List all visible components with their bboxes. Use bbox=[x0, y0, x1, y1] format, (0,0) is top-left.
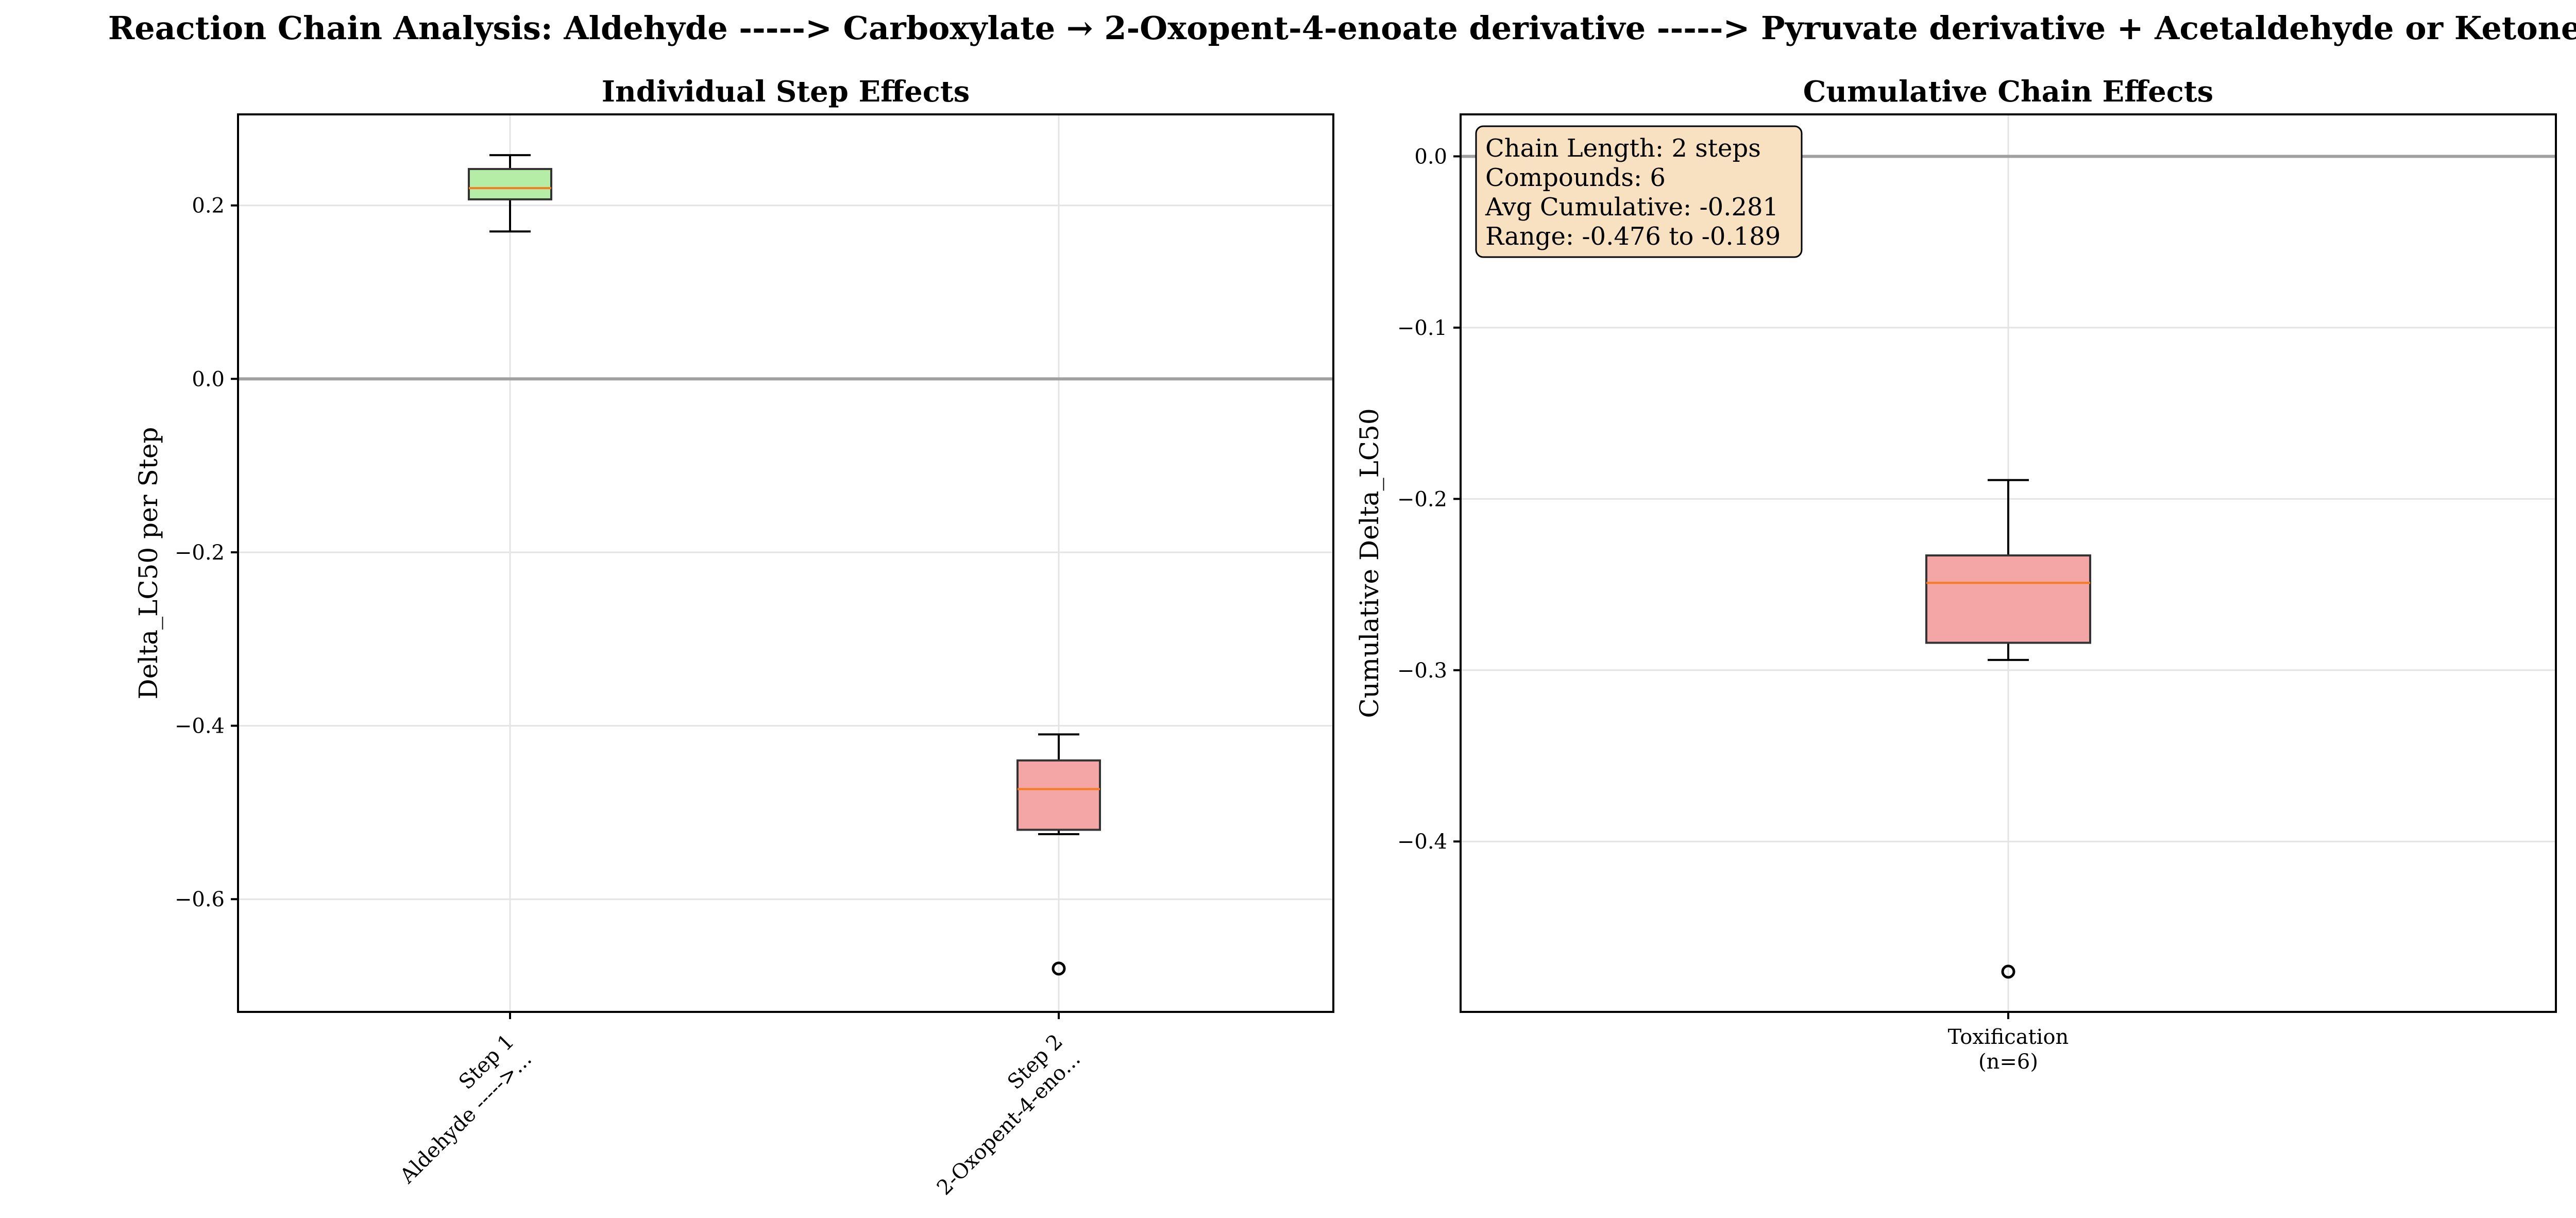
y-tick-label: 0.0 bbox=[1414, 145, 1447, 168]
y-axis-label: Cumulative Delta_LC50 bbox=[1354, 408, 1384, 718]
outlier-point bbox=[1052, 961, 1066, 976]
panel-title: Individual Step Effects bbox=[602, 75, 970, 109]
box-1 bbox=[1925, 479, 2091, 979]
y-tick-label: −0.4 bbox=[1397, 830, 1447, 854]
outlier-point bbox=[2001, 965, 2015, 979]
y-tick-label: 0.2 bbox=[192, 194, 225, 218]
axes-frame bbox=[237, 113, 1334, 1013]
x-tick-label-line2: (n=6) bbox=[1978, 1050, 2038, 1074]
y-tick-label: −0.3 bbox=[1397, 659, 1447, 683]
stats-annotation-line: Chain Length: 2 steps bbox=[1485, 134, 1761, 163]
box-iqr bbox=[1925, 554, 2091, 644]
panel-cumulative-chain-effects: 0.0 −0.1 −0.2 −0.3 −0.4 Toxification(n=6) Cumu… bbox=[1354, 75, 2557, 1074]
stats-annotation-line: Compounds: 6 bbox=[1485, 163, 1666, 192]
box-2 bbox=[1016, 733, 1101, 976]
x-tick-label-line1: Toxification bbox=[1948, 1025, 2069, 1049]
figure-suptitle: Reaction Chain Analysis: Aldehyde ----->… bbox=[108, 9, 2576, 47]
stats-annotation-box bbox=[1475, 125, 1803, 258]
y-axis-label: Delta_LC50 per Step bbox=[133, 427, 163, 700]
y-tick-label: −0.6 bbox=[175, 888, 225, 911]
box-1 bbox=[468, 154, 552, 233]
panel-title: Cumulative Chain Effects bbox=[1803, 75, 2213, 109]
stats-annotation-line: Avg Cumulative: -0.281 bbox=[1485, 193, 1778, 222]
y-tick-label: −0.1 bbox=[1397, 316, 1447, 340]
stats-annotation-line: Range: -0.476 to -0.189 bbox=[1485, 222, 1781, 251]
box-iqr bbox=[1016, 759, 1101, 831]
box-iqr bbox=[468, 168, 552, 200]
y-tick-label: −0.2 bbox=[1397, 487, 1447, 511]
y-tick-label: −0.4 bbox=[175, 715, 225, 738]
y-tick-label: −0.2 bbox=[175, 541, 225, 565]
y-tick-label: 0.0 bbox=[192, 367, 225, 391]
